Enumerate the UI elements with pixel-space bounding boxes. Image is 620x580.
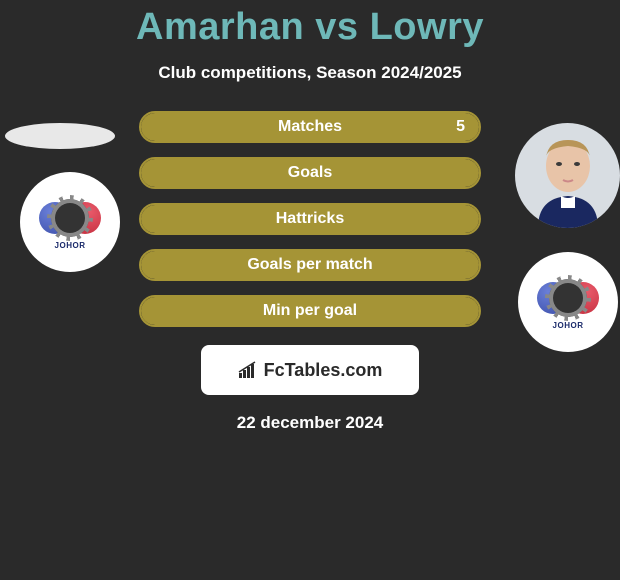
stat-label: Min per goal [263, 302, 357, 320]
stat-bar-goals-per-match: Goals per match [139, 249, 481, 281]
stat-bar-min-per-goal: Min per goal [139, 295, 481, 327]
johor-badge-icon: JOHOR [537, 272, 599, 332]
johor-badge-icon: JOHOR [39, 192, 101, 252]
brand-box[interactable]: FcTables.com [201, 345, 419, 395]
page-subtitle: Club competitions, Season 2024/2025 [0, 63, 620, 83]
stat-bar-goals: Goals [139, 157, 481, 189]
stat-bar-matches: Matches 5 [139, 111, 481, 143]
player-portrait-icon [523, 128, 613, 228]
stat-label: Matches [278, 118, 342, 136]
stat-label: Goals [288, 164, 332, 182]
player-left-club-badge: JOHOR [20, 172, 120, 272]
player-left-avatar-placeholder [5, 123, 115, 149]
player-right-avatar [515, 123, 620, 228]
stat-bar-hattricks: Hattricks [139, 203, 481, 235]
bars-icon [238, 361, 260, 379]
stat-label: Hattricks [276, 210, 344, 228]
stat-value: 5 [456, 118, 465, 136]
date-label: 22 december 2024 [0, 413, 620, 433]
page-title: Amarhan vs Lowry [0, 0, 620, 49]
stat-label: Goals per match [247, 256, 372, 274]
badge-text: JOHOR [537, 321, 599, 330]
brand-label: FcTables.com [264, 360, 383, 381]
player-right-club-badge: JOHOR [518, 252, 618, 352]
badge-text: JOHOR [39, 241, 101, 250]
